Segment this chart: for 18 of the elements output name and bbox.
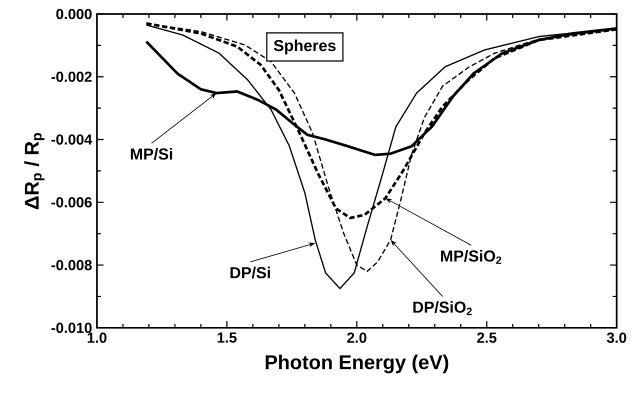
- annotation: MP/SiO$_{2}$: [441, 250, 502, 264]
- x-tick-label: 1.5: [218, 332, 237, 343]
- y-tick-label: -0.002: [51, 72, 92, 82]
- y-tick-label: -0.006: [51, 197, 92, 208]
- annotation: DP/Si: [230, 266, 270, 279]
- annotation: Spheres: [274, 40, 336, 54]
- x-axis-title: Photon Energy (eV): [266, 354, 448, 374]
- y-axis-title: ΔR$_{p}$ / R$_{p}$: [24, 133, 44, 210]
- y-tick-label: 0.000: [56, 8, 92, 20]
- x-tick-label: 2.5: [477, 332, 496, 343]
- x-tick-label: 2.0: [347, 332, 366, 343]
- y-tick-label: -0.004: [51, 134, 92, 145]
- x-tick-label: 3.0: [606, 332, 626, 343]
- annotation: MP/Si: [130, 148, 172, 160]
- x-tick-label: 1.0: [88, 332, 106, 343]
- y-tick-label: -0.010: [51, 322, 92, 334]
- y-tick-label: -0.008: [51, 260, 92, 270]
- annotation: DP/SiO$_{2}$: [413, 301, 472, 316]
